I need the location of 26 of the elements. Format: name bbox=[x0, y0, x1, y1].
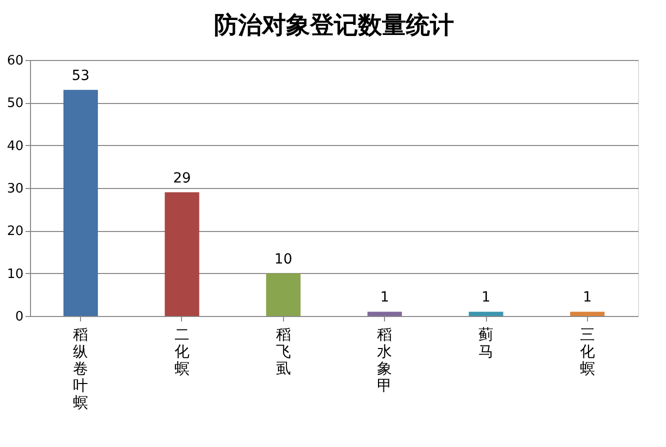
data-label: 29 bbox=[173, 170, 191, 186]
data-label: 1 bbox=[380, 290, 390, 306]
bar bbox=[367, 312, 402, 316]
data-label: 1 bbox=[582, 290, 592, 306]
y-tick-label: 50 bbox=[6, 96, 24, 112]
x-tick-label: 蓟马 bbox=[478, 326, 494, 360]
x-tick-label: 稻水象甲 bbox=[377, 326, 392, 394]
data-label: 1 bbox=[482, 290, 490, 306]
bar bbox=[266, 273, 301, 316]
bar bbox=[468, 312, 504, 316]
y-tick-label: 40 bbox=[6, 138, 24, 154]
x-tick-label: 三化螟 bbox=[580, 326, 595, 378]
x-tick-label: 二化螟 bbox=[174, 326, 190, 378]
y-tick-label: 10 bbox=[6, 266, 24, 282]
y-tick-label: 0 bbox=[15, 310, 24, 324]
x-tick-label: 稻纵卷叶螟 bbox=[73, 326, 88, 412]
y-tick-label: 30 bbox=[6, 182, 24, 196]
data-label: 53 bbox=[72, 68, 90, 84]
bar bbox=[164, 192, 200, 316]
y-tick-label: 60 bbox=[6, 54, 24, 68]
data-label: 10 bbox=[274, 251, 292, 268]
bar bbox=[63, 90, 98, 316]
x-tick-label: 稻飞虱 bbox=[276, 326, 291, 378]
bar bbox=[570, 312, 605, 316]
chart-title: 防治对象登记数量统计 bbox=[214, 10, 454, 39]
y-tick-label: 20 bbox=[6, 224, 24, 240]
